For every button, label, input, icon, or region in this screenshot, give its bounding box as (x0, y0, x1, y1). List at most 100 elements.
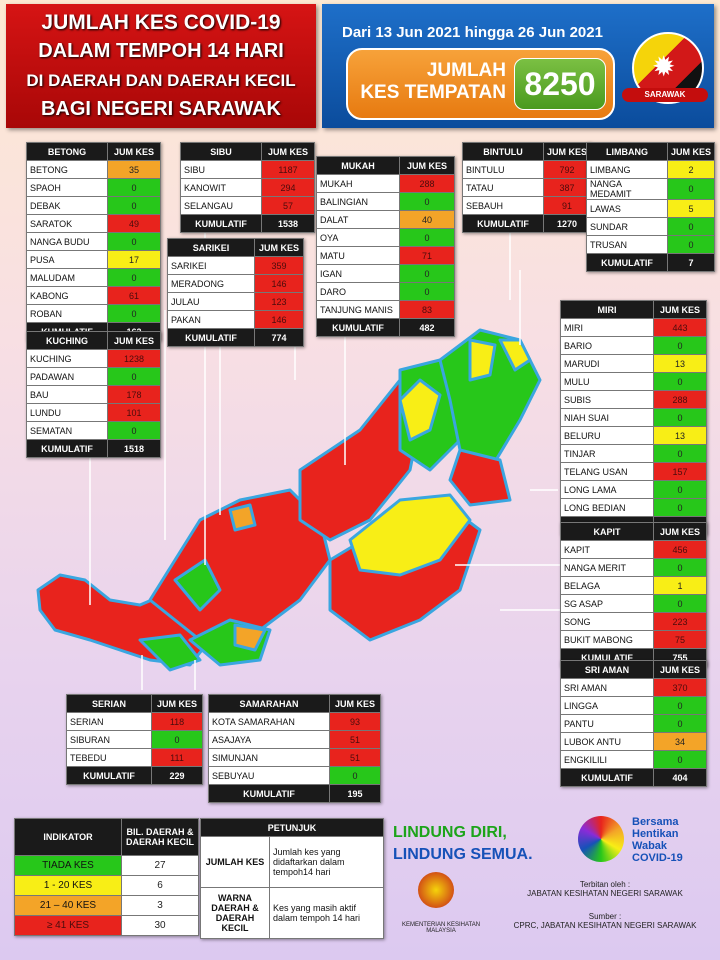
subdistrict-name: SELANGAU (180, 196, 262, 215)
subdistrict-name: PADAWAN (26, 367, 108, 386)
subdistrict-name: JULAU (167, 292, 255, 311)
total-box: JUMLAH KES TEMPATAN 8250 (346, 48, 615, 120)
table-row: SERIAN 118 (66, 712, 203, 731)
case-count: 0 (151, 730, 203, 749)
case-count: 13 (653, 426, 707, 445)
indicator-label: ≥ 41 KES (14, 915, 122, 936)
district-table-samarahan: SAMARAHAN JUM KES KOTA SAMARAHAN 93 ASAJAYA 5… (208, 694, 381, 803)
title-banner: JUMLAH KES COVID-19 DALAM TEMPOH 14 HARI… (6, 4, 316, 128)
title-line-3: DI DAERAH DAN DAERAH KECIL (26, 71, 296, 90)
table-row: BINTULU 792 (462, 160, 592, 179)
table-row: DARO 0 (316, 282, 455, 301)
cases-header: JUM KES (653, 300, 707, 319)
district-table-kuching: KUCHING JUM KES KUCHING 1238 PADAWAN 0 BAU 178 L… (26, 331, 161, 458)
cases-header: JUM KES (542, 142, 592, 161)
district-title: SRI AMAN (560, 660, 654, 679)
kumulatif-value: 1518 (107, 439, 161, 458)
subdistrict-name: PUSA (26, 250, 108, 269)
table-row: SONG 223 (560, 612, 707, 631)
district-table-miri: MIRI JUM KES MIRI 443 BARIO 0 MARUDI 13 MULU 0 SUB… (560, 300, 707, 535)
table-row: BALINGIAN 0 (316, 192, 455, 211)
table-row: MUKAH 288 (316, 174, 455, 193)
case-count: 1187 (261, 160, 315, 179)
district-table-kapit: KAPIT JUM KES KAPIT 456 NANGA MERIT 0 BELAGA 1 S… (560, 522, 707, 667)
table-row: PAKAN 146 (167, 310, 304, 329)
indicator-count: 3 (121, 895, 199, 916)
case-count: 0 (653, 696, 707, 715)
kumulatif-value: 482 (399, 318, 455, 337)
case-count: 1 (653, 576, 707, 595)
district-table-bintulu: BINTULU JUM KES BINTULU 792 TATAU 387 SEBAUH 91… (462, 142, 592, 233)
kumulatif-label: KUMULATIF (586, 253, 668, 272)
date-range: Dari 13 Jun 2021 hingga 26 Jun 2021 (342, 24, 603, 41)
case-count: 359 (254, 256, 304, 275)
case-count: 91 (542, 196, 592, 215)
case-count: 387 (542, 178, 592, 197)
slogan-line-1: LINDUNG DIRI, (393, 824, 507, 841)
case-count: 0 (107, 178, 161, 197)
subdistrict-name: SIBU (180, 160, 262, 179)
case-count: 0 (653, 750, 707, 769)
subdistrict-name: TRUSAN (586, 235, 668, 254)
cases-header: JUM KES (151, 694, 203, 713)
case-count: 0 (653, 558, 707, 577)
subdistrict-name: BUKIT MABONG (560, 630, 654, 649)
subdistrict-name: OYA (316, 228, 400, 247)
district-table-sriaman: SRI AMAN JUM KES SRI AMAN 370 LINGGA 0 PANTU 0 L… (560, 660, 707, 787)
cases-header: JUM KES (261, 142, 315, 161)
subdistrict-name: NANGA MEDAMIT (586, 178, 668, 200)
district-title: LIMBANG (586, 142, 668, 161)
star-icon: ✹ (652, 51, 676, 82)
cases-header: JUM KES (107, 331, 161, 350)
case-count: 0 (399, 264, 455, 283)
campaign-line-1: Bersama (632, 816, 679, 828)
kumulatif-value: 774 (254, 328, 304, 347)
table-row: SEBUYAU 0 (208, 766, 381, 785)
case-count: 34 (653, 732, 707, 751)
kumulatif-value: 195 (329, 784, 381, 803)
subdistrict-name: MULU (560, 372, 654, 391)
subdistrict-name: SUBIS (560, 390, 654, 409)
case-count: 5 (666, 199, 716, 218)
table-row: MULU 0 (560, 372, 707, 391)
table-row: SUNDAR 0 (586, 217, 716, 236)
subdistrict-name: SPAOH (26, 178, 108, 197)
kumulatif-label: KUMULATIF (208, 784, 330, 803)
case-count: 146 (254, 310, 304, 329)
subdistrict-name: BALINGIAN (316, 192, 400, 211)
table-row: TINJAR 0 (560, 444, 707, 463)
subdistrict-name: KAPIT (560, 540, 654, 559)
indicator-row: TIADA KES 27 (14, 855, 199, 876)
subdistrict-name: SERIAN (66, 712, 152, 731)
campaign-line-4: COVID-19 (632, 852, 683, 864)
subdistrict-name: MARUDI (560, 354, 654, 373)
subdistrict-name: PANTU (560, 714, 654, 733)
case-count: 0 (399, 228, 455, 247)
subdistrict-name: LUNDU (26, 403, 108, 422)
publisher: Terbitan oleh : JABATAN KESIHATAN NEGERI… (500, 880, 710, 898)
table-row: SG ASAP 0 (560, 594, 707, 613)
district-table-sibu: SIBU JUM KES SIBU 1187 KANOWIT 294 SELANGAU 57 K… (180, 142, 315, 233)
campaign-line-3: Wabak (632, 840, 668, 852)
publisher-label: Terbitan oleh : (579, 880, 631, 889)
campaign-text: Bersama Hentikan Wabak COVID-19 (632, 816, 683, 864)
kumulatif-label: KUMULATIF (66, 766, 152, 785)
ministry-name: KEMENTERIAN KESIHATAN MALAYSIA (401, 922, 481, 934)
district-title: MIRI (560, 300, 654, 319)
subdistrict-name: DARO (316, 282, 400, 301)
case-count: 456 (653, 540, 707, 559)
table-row: LINGGA 0 (560, 696, 707, 715)
indicator-row: 1 - 20 KES 6 (14, 875, 199, 896)
case-count: 0 (399, 192, 455, 211)
subdistrict-name: TELANG USAN (560, 462, 654, 481)
table-row: SELANGAU 57 (180, 196, 315, 215)
district-title: BINTULU (462, 142, 544, 161)
total-value: 8250 (514, 58, 606, 110)
campaign-line-2: Hentikan (632, 828, 679, 840)
table-row: TEBEDU 111 (66, 748, 203, 767)
ministry-crest-icon (418, 872, 454, 908)
district-title: KAPIT (560, 522, 654, 541)
table-row: PADAWAN 0 (26, 367, 161, 386)
kumulatif-label: KUMULATIF (26, 439, 108, 458)
